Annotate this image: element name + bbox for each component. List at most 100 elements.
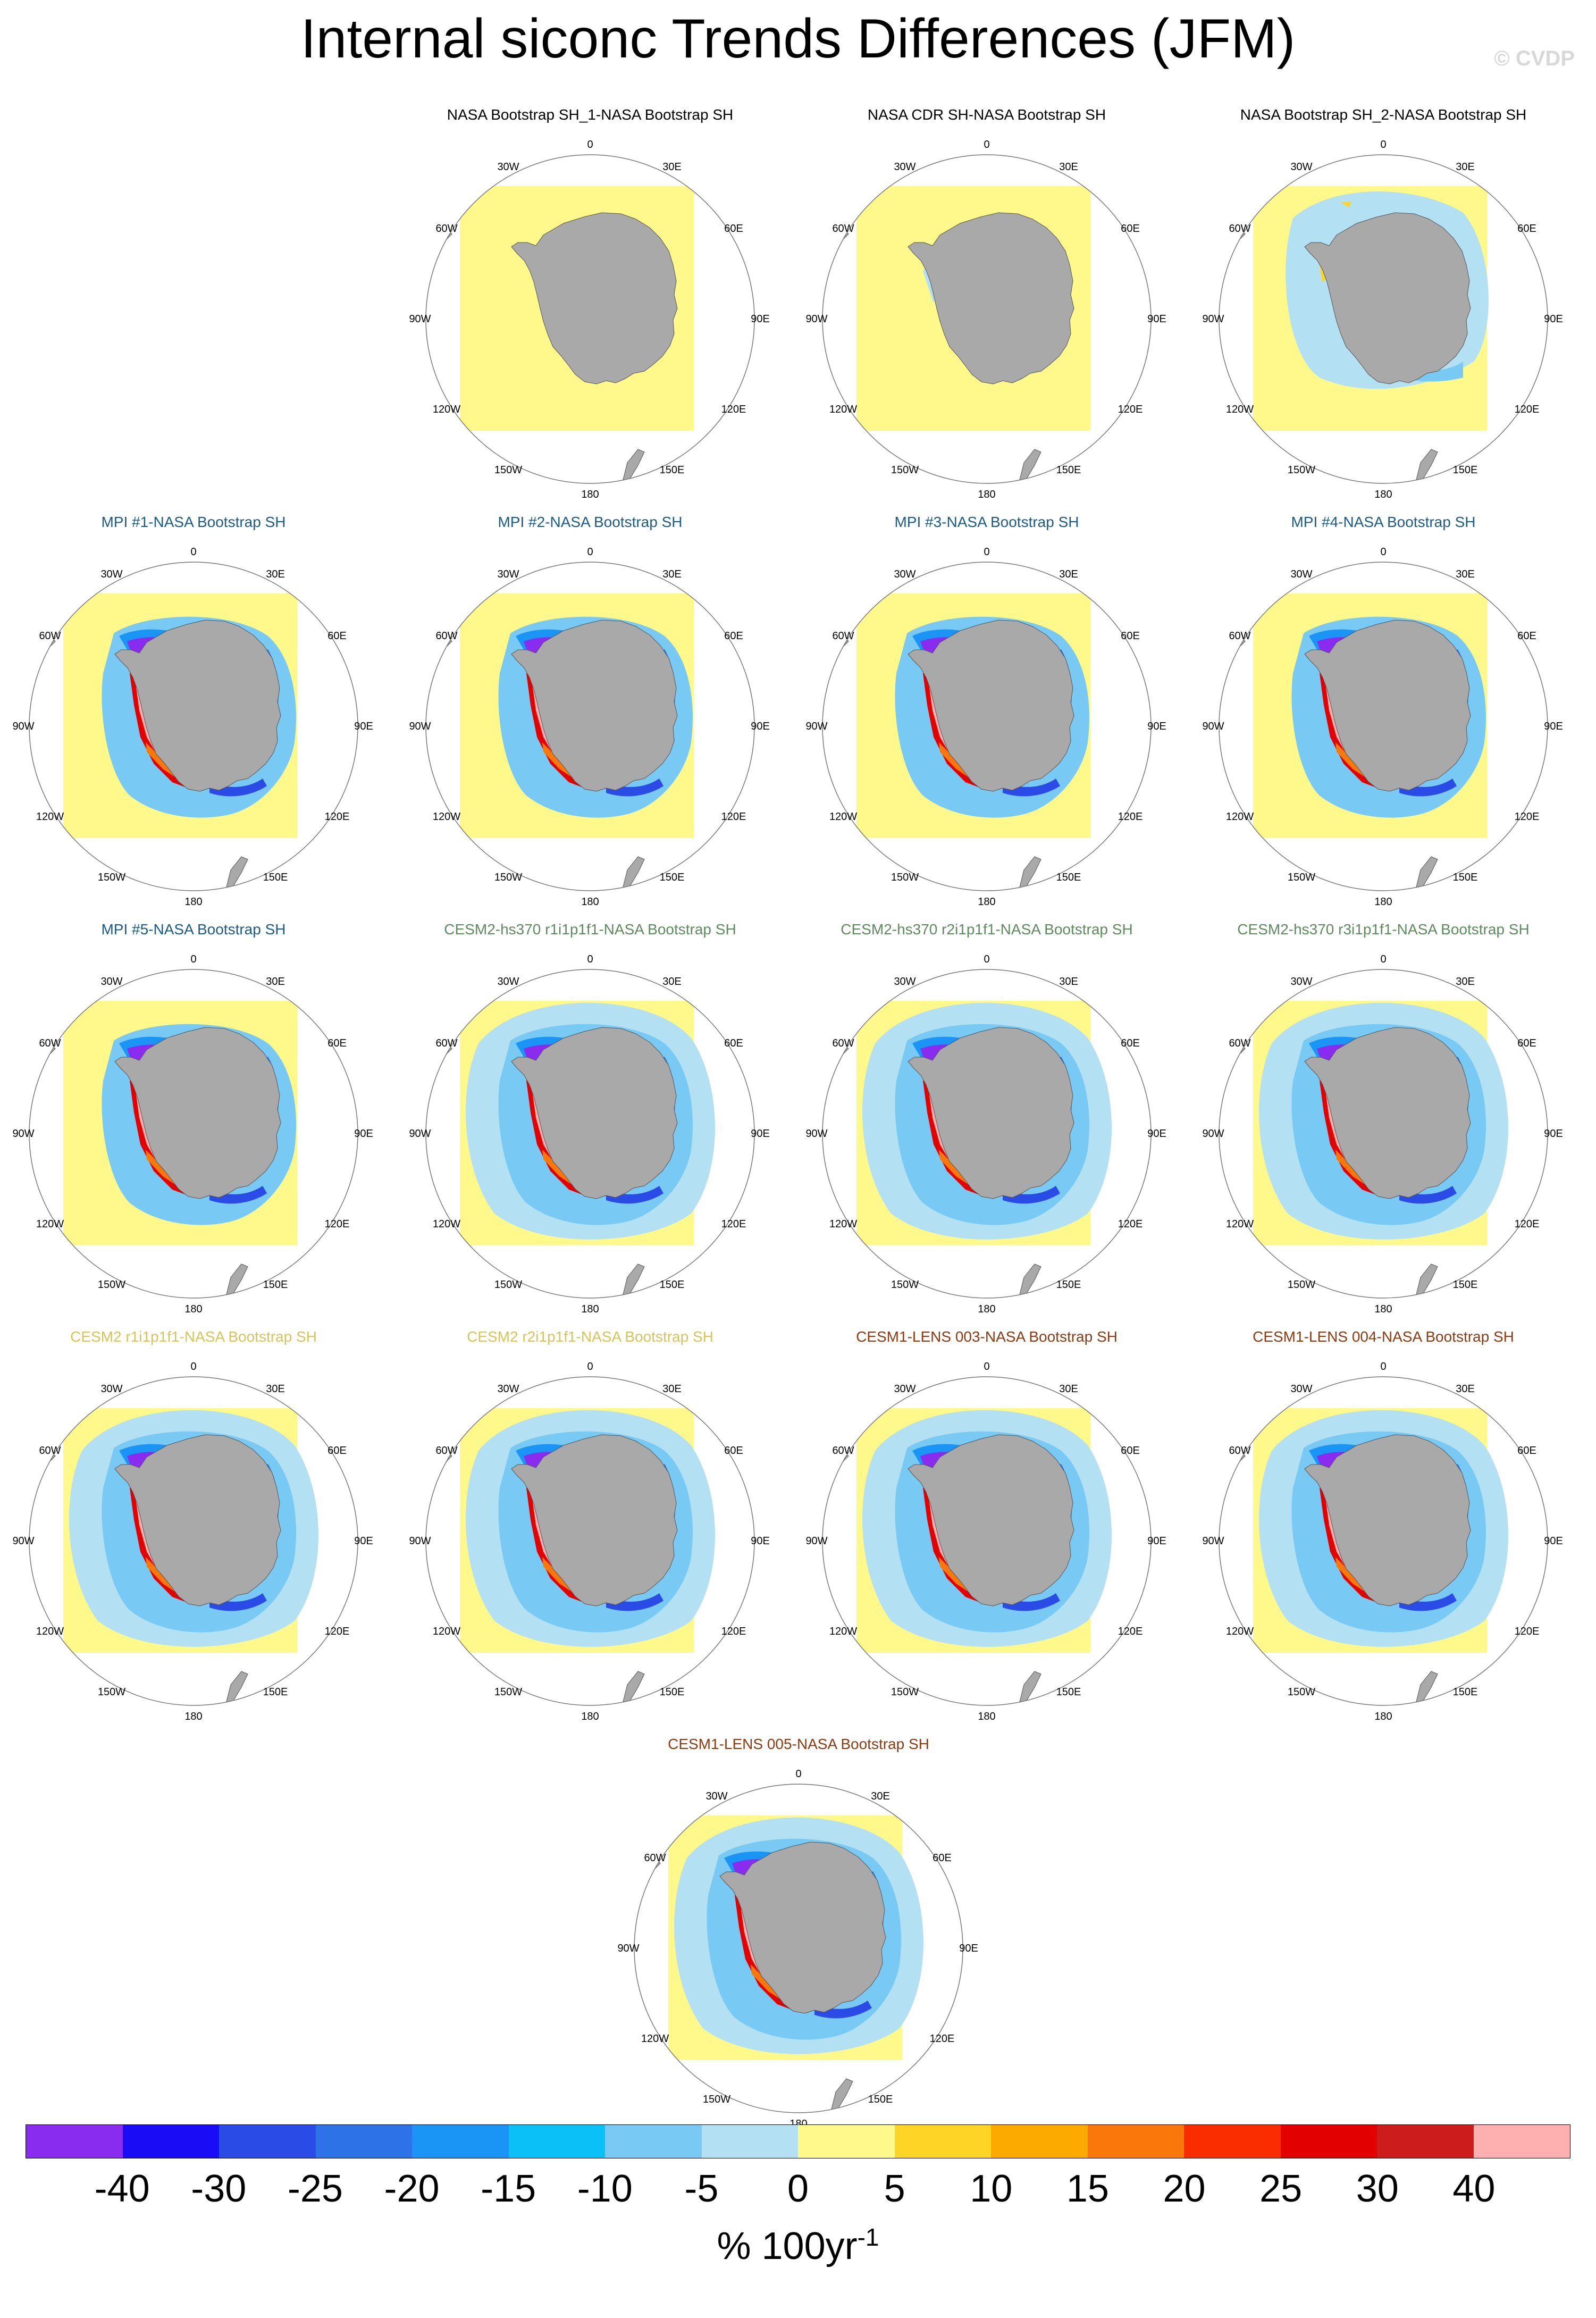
longitude-label: 30E	[1456, 568, 1475, 580]
colorbar-box	[605, 2125, 702, 2158]
longitude-label: 150W	[891, 1279, 919, 1291]
longitude-label: 150W	[98, 1279, 125, 1291]
colorbar: -40 -30 -25 -20 -15 -10 -5 0 5 10 15 20 25 30 40	[26, 2124, 1570, 2210]
map-boundary	[822, 562, 1152, 891]
longitude-label: 120E	[1515, 404, 1540, 415]
longitude-label: 90W	[12, 1535, 34, 1547]
trend-region	[209, 1593, 267, 1611]
antarctica-landmass	[1304, 1434, 1471, 1606]
longitude-label: 0	[984, 546, 989, 558]
longitude-label: 30W	[894, 568, 915, 580]
longitude-label: 0	[1380, 953, 1386, 965]
longitude-label: 60W	[1229, 1445, 1250, 1457]
colorbar-tick-label: -10	[577, 2168, 633, 2210]
colorbar-tick-label: 30	[1356, 2168, 1399, 2210]
map-boundary	[29, 562, 358, 891]
colorbar-tick-label: -5	[684, 2168, 719, 2210]
longitude-label: 90E	[751, 1535, 770, 1547]
longitude-label: 120W	[36, 1626, 64, 1637]
longitude-label: 60E	[724, 223, 743, 235]
map-boundary	[425, 1376, 755, 1706]
map-panel: MPI #2-NASA Bootstrap SH 0 180 30W 30E 60W 60E…	[404, 514, 776, 918]
longitude-label: 30W	[497, 568, 519, 580]
longitude-label: 180	[978, 1711, 995, 1722]
antarctica-landmass	[114, 620, 281, 792]
longitude-label: 0	[190, 546, 196, 558]
panel-title: MPI #3-NASA Bootstrap SH	[894, 514, 1079, 530]
new-zealand-landmass	[225, 856, 248, 891]
antarctica-landmass	[114, 1027, 281, 1199]
trend-region	[606, 1186, 663, 1204]
longitude-label: 90E	[1147, 1128, 1166, 1140]
longitude-label: 90W	[805, 1128, 827, 1140]
longitude-label: 150E	[660, 464, 685, 476]
antarctica-landmass	[511, 1434, 678, 1606]
longitude-label: 180	[1374, 1303, 1392, 1315]
longitude-label: 180	[978, 1303, 995, 1315]
longitude-label: 30E	[662, 976, 682, 988]
polar-map: 0 180 30W 30E 60W 60E 90W 90E 120W 120E 150W 150E	[12, 953, 373, 1315]
longitude-label: 120W	[36, 1218, 64, 1230]
longitude-label: 150W	[891, 464, 919, 476]
longitude-label: 180	[978, 896, 995, 908]
map-boundary	[822, 969, 1152, 1299]
longitude-label: 90W	[1202, 721, 1224, 732]
longitude-label: 180	[581, 1711, 599, 1722]
longitude-label: 180	[1374, 896, 1392, 908]
longitude-label: 60W	[435, 1037, 457, 1049]
map-boundary	[822, 1376, 1152, 1706]
longitude-label: 180	[1374, 489, 1392, 500]
longitude-label: 60E	[1121, 1445, 1140, 1457]
polar-map: 0 180 30W 30E 60W 60E 90W 90E 120W 120E 150W 150E	[409, 953, 769, 1315]
longitude-label: 60E	[1121, 223, 1140, 235]
colorbar-box	[1184, 2125, 1281, 2158]
map-panel: NASA Bootstrap SH_1-NASA Bootstrap SH 0 18…	[404, 106, 776, 511]
longitude-label: 0	[587, 139, 593, 150]
longitude-label: 150E	[263, 1279, 288, 1291]
longitude-label: 120W	[1226, 404, 1254, 415]
panel-title: MPI #1-NASA Bootstrap SH	[101, 514, 286, 530]
longitude-label: 60E	[1121, 1037, 1140, 1049]
colorbar-box	[412, 2125, 509, 2158]
longitude-label: 30E	[1059, 161, 1078, 173]
map-panel: CESM2-hs370 r2i1p1f1-NASA Bootstrap SH 0 1…	[801, 921, 1173, 1325]
longitude-label: 30W	[894, 1383, 915, 1395]
longitude-label: 180	[581, 489, 599, 500]
longitude-label: 30E	[1456, 976, 1475, 988]
longitude-label: 90W	[12, 721, 34, 732]
longitude-label: 120E	[1515, 1218, 1540, 1230]
map-panel: NASA Bootstrap SH_2-NASA Bootstrap SH 0 18…	[1197, 106, 1569, 511]
longitude-label: 30W	[100, 976, 122, 988]
longitude-label: 120W	[1226, 1218, 1254, 1230]
colorbar-box	[1473, 2125, 1570, 2158]
panel-title: CESM1-LENS 004-NASA Bootstrap SH	[1253, 1328, 1514, 1345]
longitude-label: 150E	[1453, 1279, 1478, 1291]
new-zealand-landmass	[621, 449, 645, 483]
trend-region	[1003, 1186, 1060, 1204]
panel-title: NASA Bootstrap SH_2-NASA Bootstrap SH	[1240, 106, 1527, 123]
trend-region	[209, 1186, 267, 1204]
map-panel: CESM2 r2i1p1f1-NASA Bootstrap SH 0 180 30W 3…	[404, 1328, 776, 1733]
longitude-label: 60W	[435, 630, 457, 642]
longitude-label: 150E	[660, 1279, 685, 1291]
trend-region	[814, 2001, 872, 2019]
longitude-label: 150E	[1056, 1279, 1081, 1291]
longitude-label: 60E	[1121, 630, 1140, 642]
longitude-label: 60W	[832, 223, 854, 235]
longitude-label: 60W	[39, 1445, 61, 1457]
antarctica-landmass	[908, 620, 1074, 792]
longitude-label: 120W	[1226, 811, 1254, 823]
colorbar-box	[701, 2125, 798, 2158]
longitude-label: 90E	[1147, 721, 1166, 732]
longitude-label: 120E	[1118, 1218, 1143, 1230]
longitude-label: 60E	[724, 630, 743, 642]
longitude-label: 90W	[409, 1128, 431, 1140]
longitude-label: 60W	[435, 1445, 457, 1457]
map-boundary	[1219, 154, 1548, 484]
map-boundary	[1219, 1376, 1548, 1706]
longitude-label: 0	[1380, 546, 1386, 558]
new-zealand-landmass	[1018, 1263, 1041, 1298]
longitude-label: 60E	[1517, 1445, 1536, 1457]
longitude-label: 60W	[832, 1445, 854, 1457]
colorbar-box	[508, 2125, 605, 2158]
